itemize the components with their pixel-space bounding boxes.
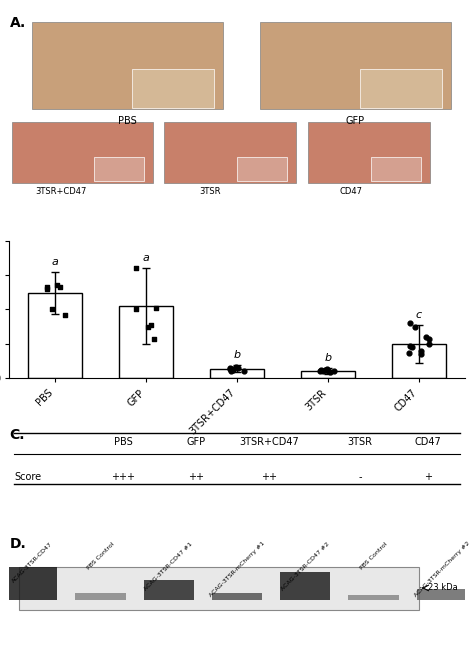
Text: 3TSR: 3TSR	[347, 437, 373, 447]
Text: ACAG-3TSR-mCherry #2: ACAG-3TSR-mCherry #2	[413, 541, 471, 598]
FancyBboxPatch shape	[144, 579, 194, 600]
Point	[425, 339, 433, 349]
Text: 23 kDa: 23 kDa	[428, 583, 458, 592]
Text: a: a	[143, 253, 149, 263]
Point	[133, 304, 140, 315]
Bar	[301, 371, 356, 379]
Point	[425, 333, 433, 344]
Text: A.: A.	[9, 16, 26, 30]
Point	[153, 302, 160, 313]
Point	[325, 366, 332, 377]
Bar	[27, 293, 82, 379]
Text: ACAG-3TSR-CD47: ACAG-3TSR-CD47	[11, 541, 54, 583]
Point	[418, 346, 425, 356]
Text: C.: C.	[9, 428, 25, 442]
Text: GFP: GFP	[186, 437, 206, 447]
Point	[132, 263, 139, 273]
Point	[316, 366, 324, 377]
FancyBboxPatch shape	[132, 69, 214, 108]
Point	[318, 365, 325, 375]
Text: ++: ++	[261, 472, 277, 482]
Text: 3TSR: 3TSR	[200, 187, 221, 196]
Point	[417, 349, 425, 359]
Text: PBS Control: PBS Control	[359, 541, 388, 570]
Point	[240, 366, 248, 377]
Point	[229, 364, 237, 375]
Text: PBS Control: PBS Control	[86, 541, 115, 570]
Point	[226, 364, 234, 374]
Point	[321, 364, 329, 375]
Text: c: c	[416, 310, 422, 320]
FancyBboxPatch shape	[237, 157, 287, 182]
Point	[44, 282, 51, 292]
Point	[405, 348, 413, 358]
Text: PBS: PBS	[118, 116, 137, 127]
Text: CD47: CD47	[339, 187, 362, 196]
FancyBboxPatch shape	[7, 567, 57, 600]
Bar	[210, 369, 264, 379]
Text: -: -	[358, 472, 362, 482]
FancyBboxPatch shape	[348, 594, 399, 600]
Point	[327, 367, 334, 377]
Point	[48, 304, 56, 315]
FancyBboxPatch shape	[280, 572, 330, 600]
Point	[319, 366, 327, 376]
Point	[422, 332, 429, 342]
Text: 3TSR+CD47: 3TSR+CD47	[36, 187, 87, 196]
Bar	[392, 344, 447, 379]
Text: GFP: GFP	[346, 116, 365, 127]
Point	[61, 309, 69, 320]
Point	[150, 333, 158, 344]
Text: +++: +++	[111, 472, 135, 482]
Point	[56, 282, 64, 292]
FancyBboxPatch shape	[75, 592, 126, 600]
Point	[44, 284, 51, 294]
Text: D.: D.	[9, 537, 26, 551]
Point	[227, 366, 235, 376]
Text: ACAG-3TSR-CD47 #1: ACAG-3TSR-CD47 #1	[144, 541, 194, 591]
Point	[330, 366, 338, 376]
Point	[408, 342, 416, 353]
FancyBboxPatch shape	[308, 121, 430, 183]
Point	[226, 363, 234, 373]
Text: PBS: PBS	[114, 437, 133, 447]
FancyBboxPatch shape	[260, 22, 451, 109]
Point	[232, 362, 239, 373]
Point	[406, 318, 414, 328]
FancyBboxPatch shape	[12, 121, 153, 183]
Point	[54, 280, 61, 291]
Point	[234, 363, 241, 373]
Text: ++: ++	[188, 472, 204, 482]
Text: CD47: CD47	[415, 437, 441, 447]
Point	[411, 322, 419, 332]
Text: a: a	[52, 257, 58, 267]
FancyBboxPatch shape	[18, 567, 419, 610]
Text: Score: Score	[14, 472, 41, 482]
Text: +: +	[424, 472, 432, 482]
Text: 3TSR+CD47: 3TSR+CD47	[239, 437, 299, 447]
Text: b: b	[324, 353, 332, 363]
Point	[406, 340, 413, 351]
Point	[323, 364, 331, 374]
Text: ACAG-3TSR-CD47 #2: ACAG-3TSR-CD47 #2	[280, 541, 330, 591]
FancyBboxPatch shape	[164, 121, 296, 183]
FancyBboxPatch shape	[212, 592, 262, 600]
Bar	[118, 306, 173, 379]
FancyBboxPatch shape	[360, 69, 442, 108]
FancyBboxPatch shape	[94, 157, 144, 182]
Point	[145, 322, 152, 332]
Text: b: b	[233, 350, 241, 360]
FancyBboxPatch shape	[32, 22, 223, 109]
FancyBboxPatch shape	[417, 589, 467, 600]
Point	[147, 320, 155, 330]
Text: ACAG-3TSR-mCherry #1: ACAG-3TSR-mCherry #1	[208, 541, 266, 598]
FancyBboxPatch shape	[371, 157, 421, 182]
Point	[228, 364, 236, 374]
